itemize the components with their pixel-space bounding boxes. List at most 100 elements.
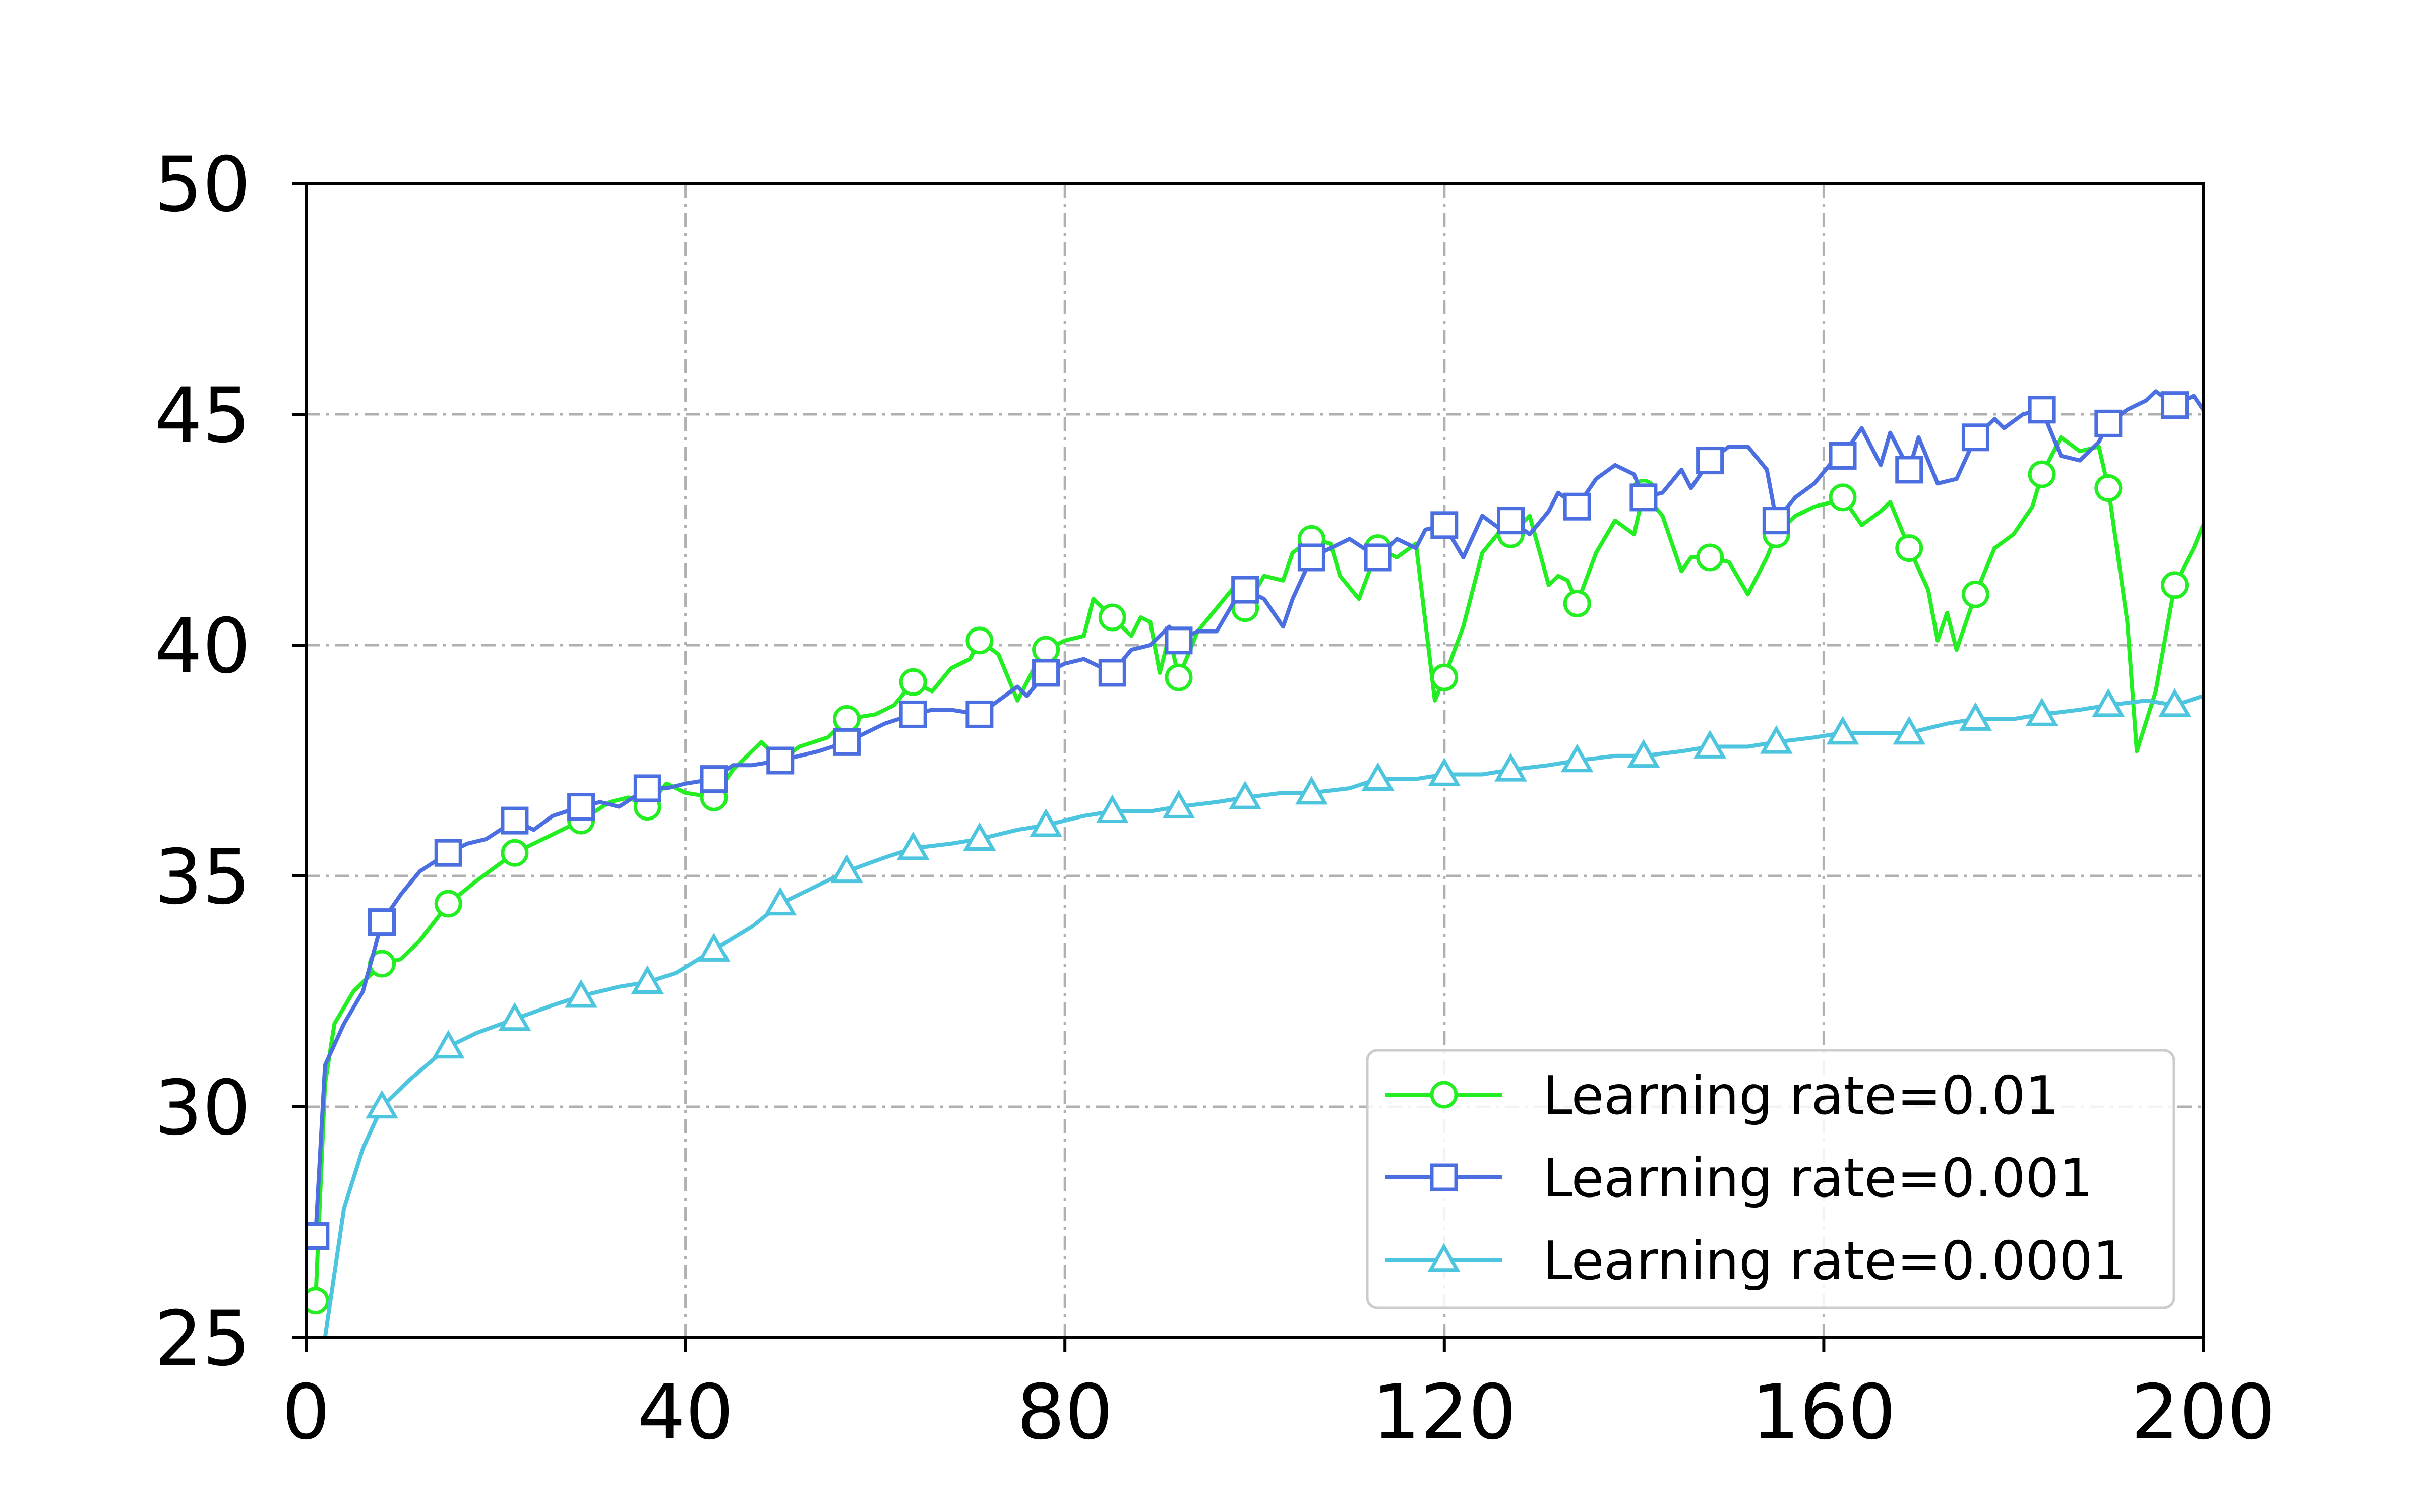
data-point-square [1696, 447, 1724, 475]
data-point-square [1829, 442, 1857, 470]
data-point-circle [965, 626, 994, 655]
data-point-square [1430, 511, 1459, 539]
data-point-triangle [1030, 808, 1063, 837]
data-point-circle [1829, 483, 1857, 512]
data-point-triangle [2158, 688, 2191, 717]
legend-label: Learning rate=0.0001 [1543, 1230, 2127, 1292]
data-point-triangle [963, 822, 996, 851]
data-point-circle [1098, 603, 1126, 632]
data-point-triangle [830, 854, 863, 884]
data-point-square [2094, 409, 2123, 437]
data-point-triangle [1693, 730, 1727, 759]
y-tick-label: 50 [154, 141, 251, 229]
data-point-square [501, 806, 529, 835]
data-point-triangle [1295, 776, 1328, 805]
data-point-circle [1165, 663, 1193, 691]
data-point-triangle [565, 979, 598, 1008]
data-point-square [633, 774, 661, 802]
data-point-square [1563, 492, 1591, 521]
x-tick-label: 40 [637, 1369, 734, 1457]
data-point-circle [2161, 571, 2189, 599]
data-point-square [1032, 659, 1060, 687]
data-point-square [1098, 659, 1126, 687]
data-point-circle [2028, 460, 2056, 488]
data-point-square [832, 728, 861, 756]
legend-box [1366, 1049, 2175, 1309]
series-lines [306, 389, 2203, 1338]
legend: Learning rate=0.01 Learning rate=0.001 Lea… [1366, 1049, 2175, 1309]
data-point-triangle [1760, 725, 1793, 754]
data-point-triangle [2092, 688, 2125, 717]
data-point-circle [1895, 534, 1923, 562]
data-point-square [368, 908, 396, 936]
data-point-triangle [1096, 794, 1129, 824]
data-point-circle [434, 890, 462, 918]
legend-entry-square: Learning rate=0.001 [1385, 1148, 2093, 1209]
data-point-circle [1032, 636, 1060, 664]
data-point-triangle [764, 887, 797, 916]
data-point-triangle [1627, 739, 1660, 768]
data-point-triangle [366, 1090, 398, 1119]
data-point-square [1629, 483, 1658, 512]
legend-entry-triangle: Learning rate=0.0001 [1385, 1230, 2127, 1292]
data-point-circle [1696, 543, 1724, 572]
x-tick-label: 200 [2131, 1369, 2275, 1457]
data-point-square [306, 1222, 330, 1250]
data-point-square [1895, 456, 1923, 484]
data-point-square [700, 765, 728, 793]
data-point-circle [2094, 474, 2123, 502]
series-square-group [306, 389, 2203, 1250]
legend-entries: Learning rate=0.01 Learning rate=0.001 Lea… [1385, 1065, 2127, 1292]
series-triangle-group [323, 688, 2203, 1338]
data-point-triangle [1560, 743, 1594, 773]
data-point-square [1165, 626, 1193, 655]
data-point-circle [306, 1287, 330, 1315]
data-point-triangle [1893, 716, 1926, 745]
data-point-square [1364, 543, 1392, 572]
data-point-square [434, 839, 462, 867]
data-point-triangle [498, 1002, 531, 1031]
data-point-triangle [1428, 758, 1461, 786]
data-point-circle [1430, 663, 1459, 691]
series-line-circle [313, 435, 2203, 1301]
data-point-triangle [1229, 780, 1262, 809]
data-point-square [965, 700, 994, 728]
data-point-triangle [1361, 762, 1395, 791]
y-tick-label: 30 [154, 1064, 251, 1152]
data-point-triangle [1959, 702, 1992, 731]
y-tick-label: 25 [154, 1295, 251, 1383]
axis-ticks: 0 40 80 120 160 200 25 30 35 40 45 50 [154, 141, 2275, 1457]
x-tick-label: 160 [1751, 1369, 1896, 1457]
data-point-circle [1563, 590, 1591, 618]
data-point-triangle [1162, 790, 1195, 818]
legend-label: Learning rate=0.001 [1543, 1148, 2093, 1209]
x-tick-label: 80 [1017, 1369, 1113, 1457]
legend-marker-triangle [1427, 1243, 1461, 1272]
data-point-square [1961, 423, 1989, 452]
data-point-triangle [2025, 697, 2059, 726]
series-line-square [313, 389, 2203, 1236]
data-point-square [567, 793, 595, 821]
legend-marker-circle [1430, 1081, 1458, 1109]
data-point-triangle [697, 933, 731, 962]
data-point-circle [501, 839, 529, 867]
data-point-triangle [432, 1030, 465, 1059]
x-tick-label: 120 [1372, 1369, 1517, 1457]
data-point-square [1231, 576, 1259, 604]
data-point-circle [899, 668, 927, 696]
data-point-circle [1961, 580, 1989, 608]
y-tick-label: 45 [154, 372, 251, 460]
legend-entry-circle: Learning rate=0.01 [1385, 1065, 2059, 1126]
data-point-triangle [1494, 752, 1527, 782]
data-point-triangle [1826, 716, 1859, 745]
data-point-circle [832, 705, 861, 733]
plot-frame [305, 182, 2205, 1339]
x-tick-label: 0 [282, 1369, 330, 1457]
data-point-square [2161, 391, 2189, 419]
data-point-square [1297, 543, 1325, 572]
series-circle-group [306, 435, 2203, 1315]
legend-marker-square [1430, 1163, 1458, 1191]
data-point-square [899, 700, 927, 728]
data-point-square [766, 746, 795, 775]
